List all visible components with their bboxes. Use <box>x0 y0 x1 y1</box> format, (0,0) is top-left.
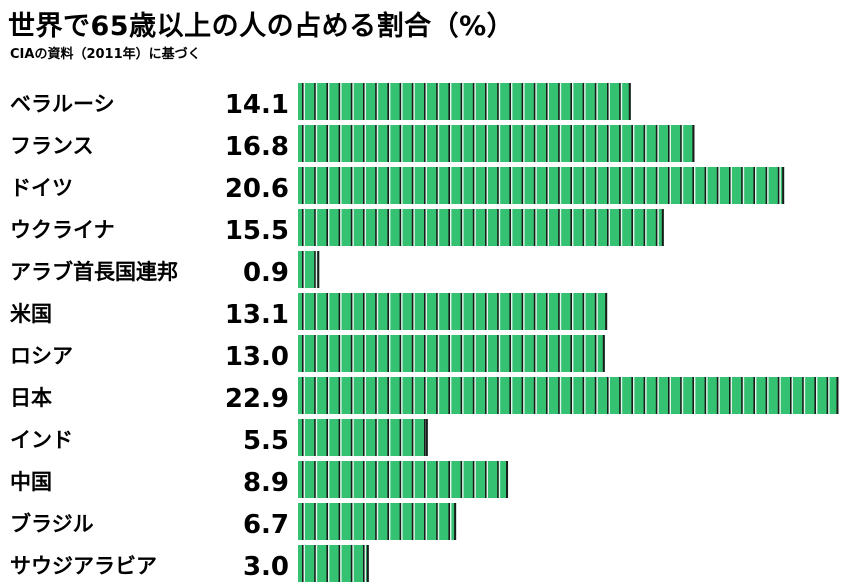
category-label: 中国 <box>10 470 52 494</box>
bar <box>298 251 320 288</box>
category-label: ベラルーシ <box>10 92 115 116</box>
value-label: 3.0 <box>243 552 289 582</box>
chart-subtitle: CIAの資料（2011年）に基づく <box>10 47 201 62</box>
bar <box>298 125 696 162</box>
bar <box>298 503 457 540</box>
value-label: 15.5 <box>225 216 289 246</box>
value-label: 0.9 <box>243 258 289 288</box>
category-label: サウジアラビア <box>10 554 157 578</box>
chart-title: 世界で65歳以上の人の占める割合（%） <box>8 11 515 42</box>
value-label: 13.1 <box>225 300 289 330</box>
bar <box>298 293 608 330</box>
bar <box>298 377 839 414</box>
value-label: 14.1 <box>225 90 289 120</box>
value-label: 20.6 <box>225 174 289 204</box>
value-label: 16.8 <box>225 132 289 162</box>
value-label: 22.9 <box>225 384 289 414</box>
category-label: 米国 <box>10 302 52 326</box>
category-label: アラブ首長国連邦 <box>10 260 178 284</box>
category-label: ブラジル <box>10 512 94 536</box>
value-label: 5.5 <box>243 426 289 456</box>
category-label: ロシア <box>10 344 73 368</box>
bar <box>298 545 369 582</box>
value-label: 13.0 <box>225 342 289 372</box>
bar <box>298 209 664 246</box>
category-label: インド <box>10 428 73 452</box>
bar <box>298 83 631 120</box>
category-label: 日本 <box>10 386 52 410</box>
value-label: 8.9 <box>243 468 289 498</box>
bar <box>298 419 428 456</box>
bar <box>298 461 509 498</box>
bar <box>298 335 605 372</box>
category-label: フランス <box>10 134 94 158</box>
value-label: 6.7 <box>243 510 289 540</box>
bar <box>298 167 785 204</box>
category-label: ドイツ <box>10 176 73 200</box>
category-label: ウクライナ <box>10 218 115 242</box>
